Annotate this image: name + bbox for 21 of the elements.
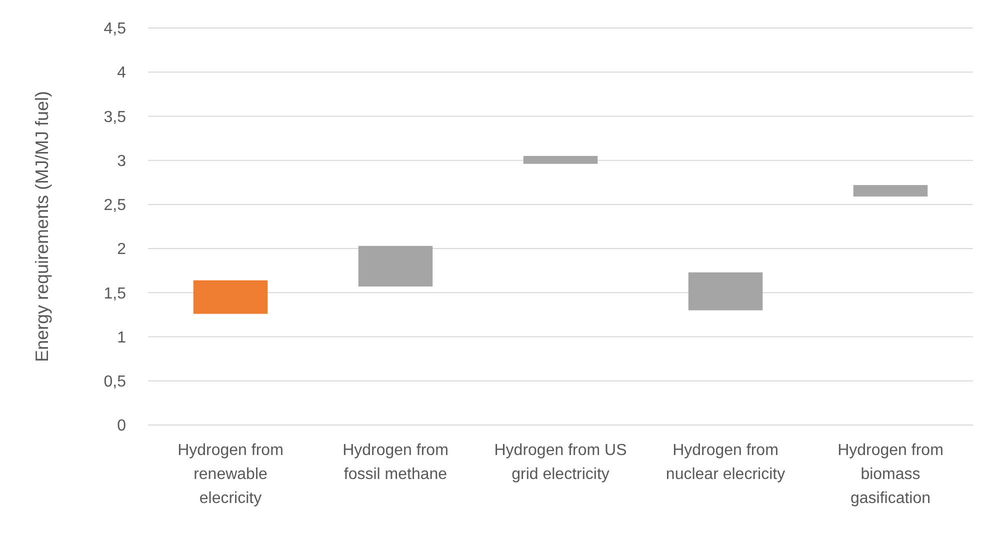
y-tick-label: 1,5 [104, 285, 126, 302]
bar [853, 185, 928, 197]
x-tick-label: Hydrogen from biomass gasification [838, 442, 944, 507]
y-tick-label: 2 [117, 241, 126, 258]
y-axis-title: Energy requirements (MJ/MJ fuel) [32, 90, 52, 362]
y-tick-label: 4,5 [104, 20, 126, 38]
y-tick-label: 3 [117, 152, 126, 170]
x-tick-label: Hydrogen from renewable elecricity [178, 442, 284, 507]
y-tick-label: 0 [117, 418, 126, 435]
y-tick-label: 3,5 [104, 108, 126, 126]
y-tick-label: 1 [117, 329, 126, 346]
y-tick-label: 0,5 [104, 373, 126, 390]
x-tick-label: Hydrogen from fossil methane [342, 442, 448, 483]
bar [358, 246, 433, 286]
y-tick-label: 2,5 [104, 197, 126, 214]
bar [523, 156, 598, 164]
x-tick-label: Hydrogen from nuclear elecricity [666, 442, 786, 483]
bar [688, 272, 763, 310]
x-tick-label: Hydrogen from US grid electricity [494, 442, 627, 483]
y-tick-label: 4 [117, 64, 126, 82]
bar [193, 280, 268, 314]
